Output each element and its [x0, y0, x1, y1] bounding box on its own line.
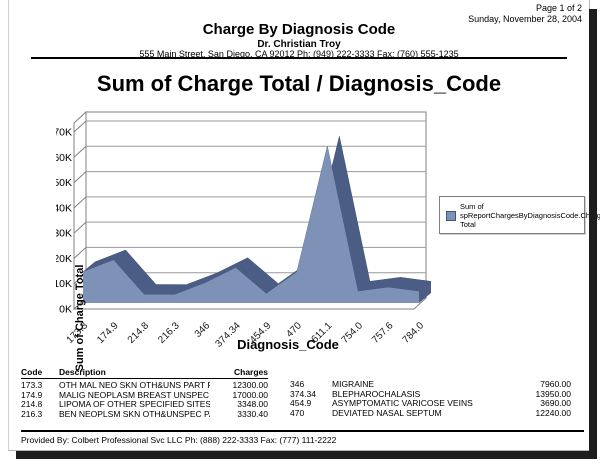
- table-header-row: Code Description Charges: [21, 367, 268, 379]
- x-tick-label: 346: [193, 320, 213, 340]
- cell-description: MIGRAINE: [332, 380, 375, 389]
- cell-description: OTH MAL NEO SKN OTH&UNS PART FCE: [59, 381, 210, 390]
- col-header-code: Code: [21, 367, 43, 377]
- cell-code: 470: [290, 407, 305, 418]
- cell-charges: 7960.00: [540, 379, 571, 389]
- x-tick-label: 757.6: [370, 320, 396, 346]
- x-tick-label: 216.3: [156, 320, 182, 346]
- cell-description: ASYMPTOMATIC VARICOSE VEINS: [332, 399, 473, 409]
- cell-charges: 17000.00: [232, 389, 268, 400]
- cell-code: 374.34: [290, 388, 316, 399]
- y-tick-label: 40K: [56, 202, 72, 214]
- y-tick: [73, 120, 87, 133]
- header-divider: [31, 57, 567, 59]
- table-row: 454.9 ASYMPTOMATIC VARICOSE VEINS 3690.00: [290, 399, 571, 409]
- x-tick-label: 174.9: [95, 320, 121, 346]
- cell-description: MALIG NEOPLASM BREAST UNSPEC SITE: [59, 390, 210, 400]
- x-tick-label: 214.8: [126, 320, 152, 346]
- y-tick-label: 10K: [56, 278, 72, 290]
- legend-swatch-icon: [446, 211, 456, 221]
- y-tick-label: 0K: [59, 304, 72, 316]
- y-tick: [73, 221, 87, 234]
- y-tick-label: 70K: [56, 127, 72, 139]
- y-tick: [73, 247, 87, 259]
- page-shadow-bottom: [16, 451, 597, 459]
- report-date: Sunday, November 28, 2004: [468, 14, 582, 24]
- cell-charges: 3348.00: [237, 399, 268, 410]
- table-row: 470 DEVIATED NASAL SEPTUM 12240.00: [290, 407, 571, 419]
- area-series: [83, 146, 419, 303]
- cell-charges: 12300.00: [232, 380, 268, 390]
- report-page: Page 1 of 2 Sunday, November 28, 2004 Ch…: [8, 0, 600, 451]
- table-block-left: Code Description Charges 173.3 OTH MAL NE…: [21, 367, 268, 419]
- page-shadow-right: [589, 9, 597, 459]
- table-row: 346 MIGRAINE 7960.00: [290, 379, 571, 390]
- provider-name: Dr. Christian Troy: [257, 39, 341, 50]
- provider-address: 555 Main Street, San Diego, CA 92012 Ph:…: [139, 49, 459, 59]
- table-row: 374.34 BLEPHAROCHALASIS 13950.00: [290, 388, 571, 400]
- cell-code: 346: [290, 379, 305, 389]
- y-tick: [73, 145, 87, 158]
- area-series-endcap: [419, 281, 431, 303]
- cell-charges: 3690.00: [540, 398, 571, 409]
- y-tick-label: 60K: [56, 152, 72, 164]
- y-tick-label: 50K: [56, 177, 72, 189]
- x-tick-label: 754.0: [340, 320, 366, 346]
- cell-charges: 13950.00: [535, 388, 571, 399]
- x-tick-label: 784.0: [401, 320, 427, 346]
- footer-text: Provided By: Colbert Professional Svc LL…: [21, 435, 337, 445]
- cell-description: DEVIATED NASAL SEPTUM: [332, 408, 442, 418]
- cell-charges: 3330.40: [237, 408, 268, 419]
- diagnosis-table: Code Description Charges 173.3 OTH MAL NE…: [21, 367, 571, 419]
- table-rows-right: 346 MIGRAINE 7960.00 374.34 BLEPHAROCHALASIS…: [290, 379, 571, 419]
- report-title: Charge By Diagnosis Code: [202, 21, 396, 38]
- page-number: Page 1 of 2: [535, 3, 582, 13]
- table-rows-left: 173.3 OTH MAL NEO SKN OTH&UNS PART FCE 123…: [21, 380, 268, 420]
- chart-legend: Sum of spReportChargesByDiagnosisCode.Ch…: [439, 196, 600, 234]
- col-header-charges: Charges: [233, 367, 268, 377]
- y-tick-label: 20K: [56, 253, 72, 265]
- cell-code: 454.9: [290, 398, 312, 409]
- table-row: 173.3 OTH MAL NEO SKN OTH&UNS PART FCE 123…: [21, 380, 268, 391]
- cell-code: 214.8: [21, 399, 43, 410]
- table-block-right: 346 MIGRAINE 7960.00 374.34 BLEPHAROCHALASIS…: [290, 367, 571, 419]
- page-info: Page 1 of 2 Sunday, November 28, 2004: [468, 3, 582, 25]
- y-tick: [73, 171, 87, 183]
- cell-description: LIPOMA OF OTHER SPECIFIED SITES: [59, 400, 210, 410]
- table-row: 216.3 BEN NEOPLSM SKN OTH&UNSPEC PART FCE…: [21, 408, 268, 420]
- col-header-description: Description: [59, 367, 106, 377]
- table-row: 214.8 LIPOMA OF OTHER SPECIFIED SITES 3348…: [21, 400, 268, 410]
- x-axis-title: Diagnosis_Code: [237, 337, 339, 352]
- y-tick-label: 30K: [56, 228, 72, 240]
- cell-description: BLEPHAROCHALASIS: [332, 389, 421, 399]
- table-row: 174.9 MALIG NEOPLASM BREAST UNSPEC SITE 17…: [21, 389, 268, 401]
- legend-label: Sum of spReportChargesByDiagnosisCode.Ch…: [460, 202, 600, 229]
- y-tick: [73, 196, 87, 209]
- cell-code: 174.9: [21, 389, 43, 400]
- chart-title: Sum of Charge Total / Diagnosis_Code: [96, 71, 502, 96]
- cell-code: 216.3: [21, 408, 43, 419]
- footer-divider: [21, 430, 584, 432]
- cell-code: 173.3: [21, 380, 43, 390]
- cell-charges: 12240.00: [535, 407, 571, 418]
- cell-description: BEN NEOPLSM SKN OTH&UNSPEC PART FCE: [59, 409, 210, 419]
- chart-area: Sum of Charge Total 0K 10K 20K 30K 40K 50K 60K…: [53, 106, 436, 371]
